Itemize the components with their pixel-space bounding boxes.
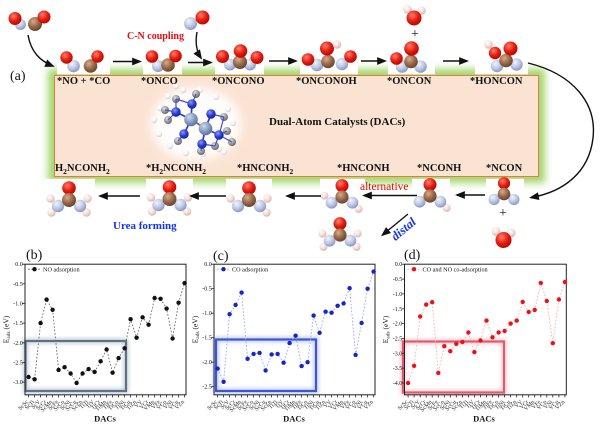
svg-text:+: + — [411, 27, 419, 42]
svg-text:VZn: VZn — [174, 399, 186, 411]
svg-text:VV: VV — [134, 399, 145, 410]
svg-text:DACs: DACs — [283, 414, 305, 424]
svg-text:VV: VV — [323, 399, 334, 410]
svg-text:VFe: VFe — [340, 399, 352, 411]
svg-text:-3.0: -3.0 — [13, 380, 23, 386]
svg-text:TiTi: TiTi — [79, 399, 91, 411]
svg-text:NO adsorption: NO adsorption — [43, 267, 80, 274]
svg-text:-2.0: -2.0 — [202, 360, 212, 366]
svg-text:DACs: DACs — [473, 414, 495, 424]
svg-text:-2.5: -2.5 — [202, 385, 212, 391]
svg-text:ScV: ScV — [410, 399, 422, 411]
svg-text:TiV: TiV — [85, 399, 96, 410]
svg-text:TiV: TiV — [465, 399, 476, 410]
svg-text:TiV: TiV — [274, 399, 285, 410]
svg-text:VNi: VNi — [352, 399, 364, 411]
svg-text:Eads (eV): Eads (eV) — [381, 315, 392, 343]
svg-text:TiTi: TiTi — [268, 399, 280, 411]
svg-text:TiCr: TiCr — [470, 399, 482, 411]
svg-text:TiCr: TiCr — [90, 399, 102, 411]
svg-text:VNi: VNi — [543, 399, 555, 411]
svg-text:-0.5: -0.5 — [202, 287, 212, 293]
svg-text:+: + — [499, 206, 507, 221]
svg-text:0.0: 0.0 — [15, 262, 23, 268]
svg-text:VFe: VFe — [151, 399, 163, 411]
svg-text:0.0: 0.0 — [204, 262, 212, 268]
svg-text:VCr: VCr — [328, 399, 339, 410]
svg-text:-0.5: -0.5 — [393, 277, 403, 283]
svg-text:-4.0: -4.0 — [393, 381, 403, 387]
svg-text:CO adsorption: CO adsorption — [232, 267, 268, 274]
svg-text:-1.0: -1.0 — [13, 302, 23, 308]
svg-text:-0.5: -0.5 — [13, 282, 23, 288]
svg-text:-1.0: -1.0 — [202, 311, 212, 317]
svg-text:DACs: DACs — [94, 414, 116, 424]
svg-text:-2.5: -2.5 — [393, 336, 403, 342]
svg-text:Eads (eV): Eads (eV) — [2, 315, 13, 343]
svg-text:VCr: VCr — [139, 399, 150, 410]
svg-text:-1.0: -1.0 — [393, 292, 403, 298]
svg-text:VZn: VZn — [363, 399, 375, 411]
svg-text:VZn: VZn — [555, 399, 567, 411]
svg-text:VNi: VNi — [163, 399, 175, 411]
svg-text:TiCr: TiCr — [279, 399, 291, 411]
svg-text:VCr: VCr — [519, 399, 530, 410]
svg-text:Eads (eV): Eads (eV) — [191, 315, 202, 343]
svg-text:-2.0: -2.0 — [393, 322, 403, 328]
svg-text:-3.0: -3.0 — [393, 351, 403, 357]
svg-text:-1.5: -1.5 — [393, 307, 403, 313]
svg-text:-2.5: -2.5 — [13, 360, 23, 366]
svg-text:TiTi: TiTi — [459, 399, 471, 411]
svg-text:-1.5: -1.5 — [13, 321, 23, 327]
svg-text:0.0: 0.0 — [395, 262, 403, 268]
svg-text:-2.0: -2.0 — [13, 341, 23, 347]
svg-text:ScV: ScV — [31, 399, 43, 411]
svg-text:ScV: ScV — [220, 399, 232, 411]
svg-text:CO and NO co-adsorption: CO and NO co-adsorption — [423, 267, 488, 274]
svg-text:VFe: VFe — [531, 399, 543, 411]
svg-text:-1.5: -1.5 — [202, 336, 212, 342]
svg-text:-3.5: -3.5 — [393, 366, 403, 372]
svg-text:VV: VV — [514, 399, 525, 410]
